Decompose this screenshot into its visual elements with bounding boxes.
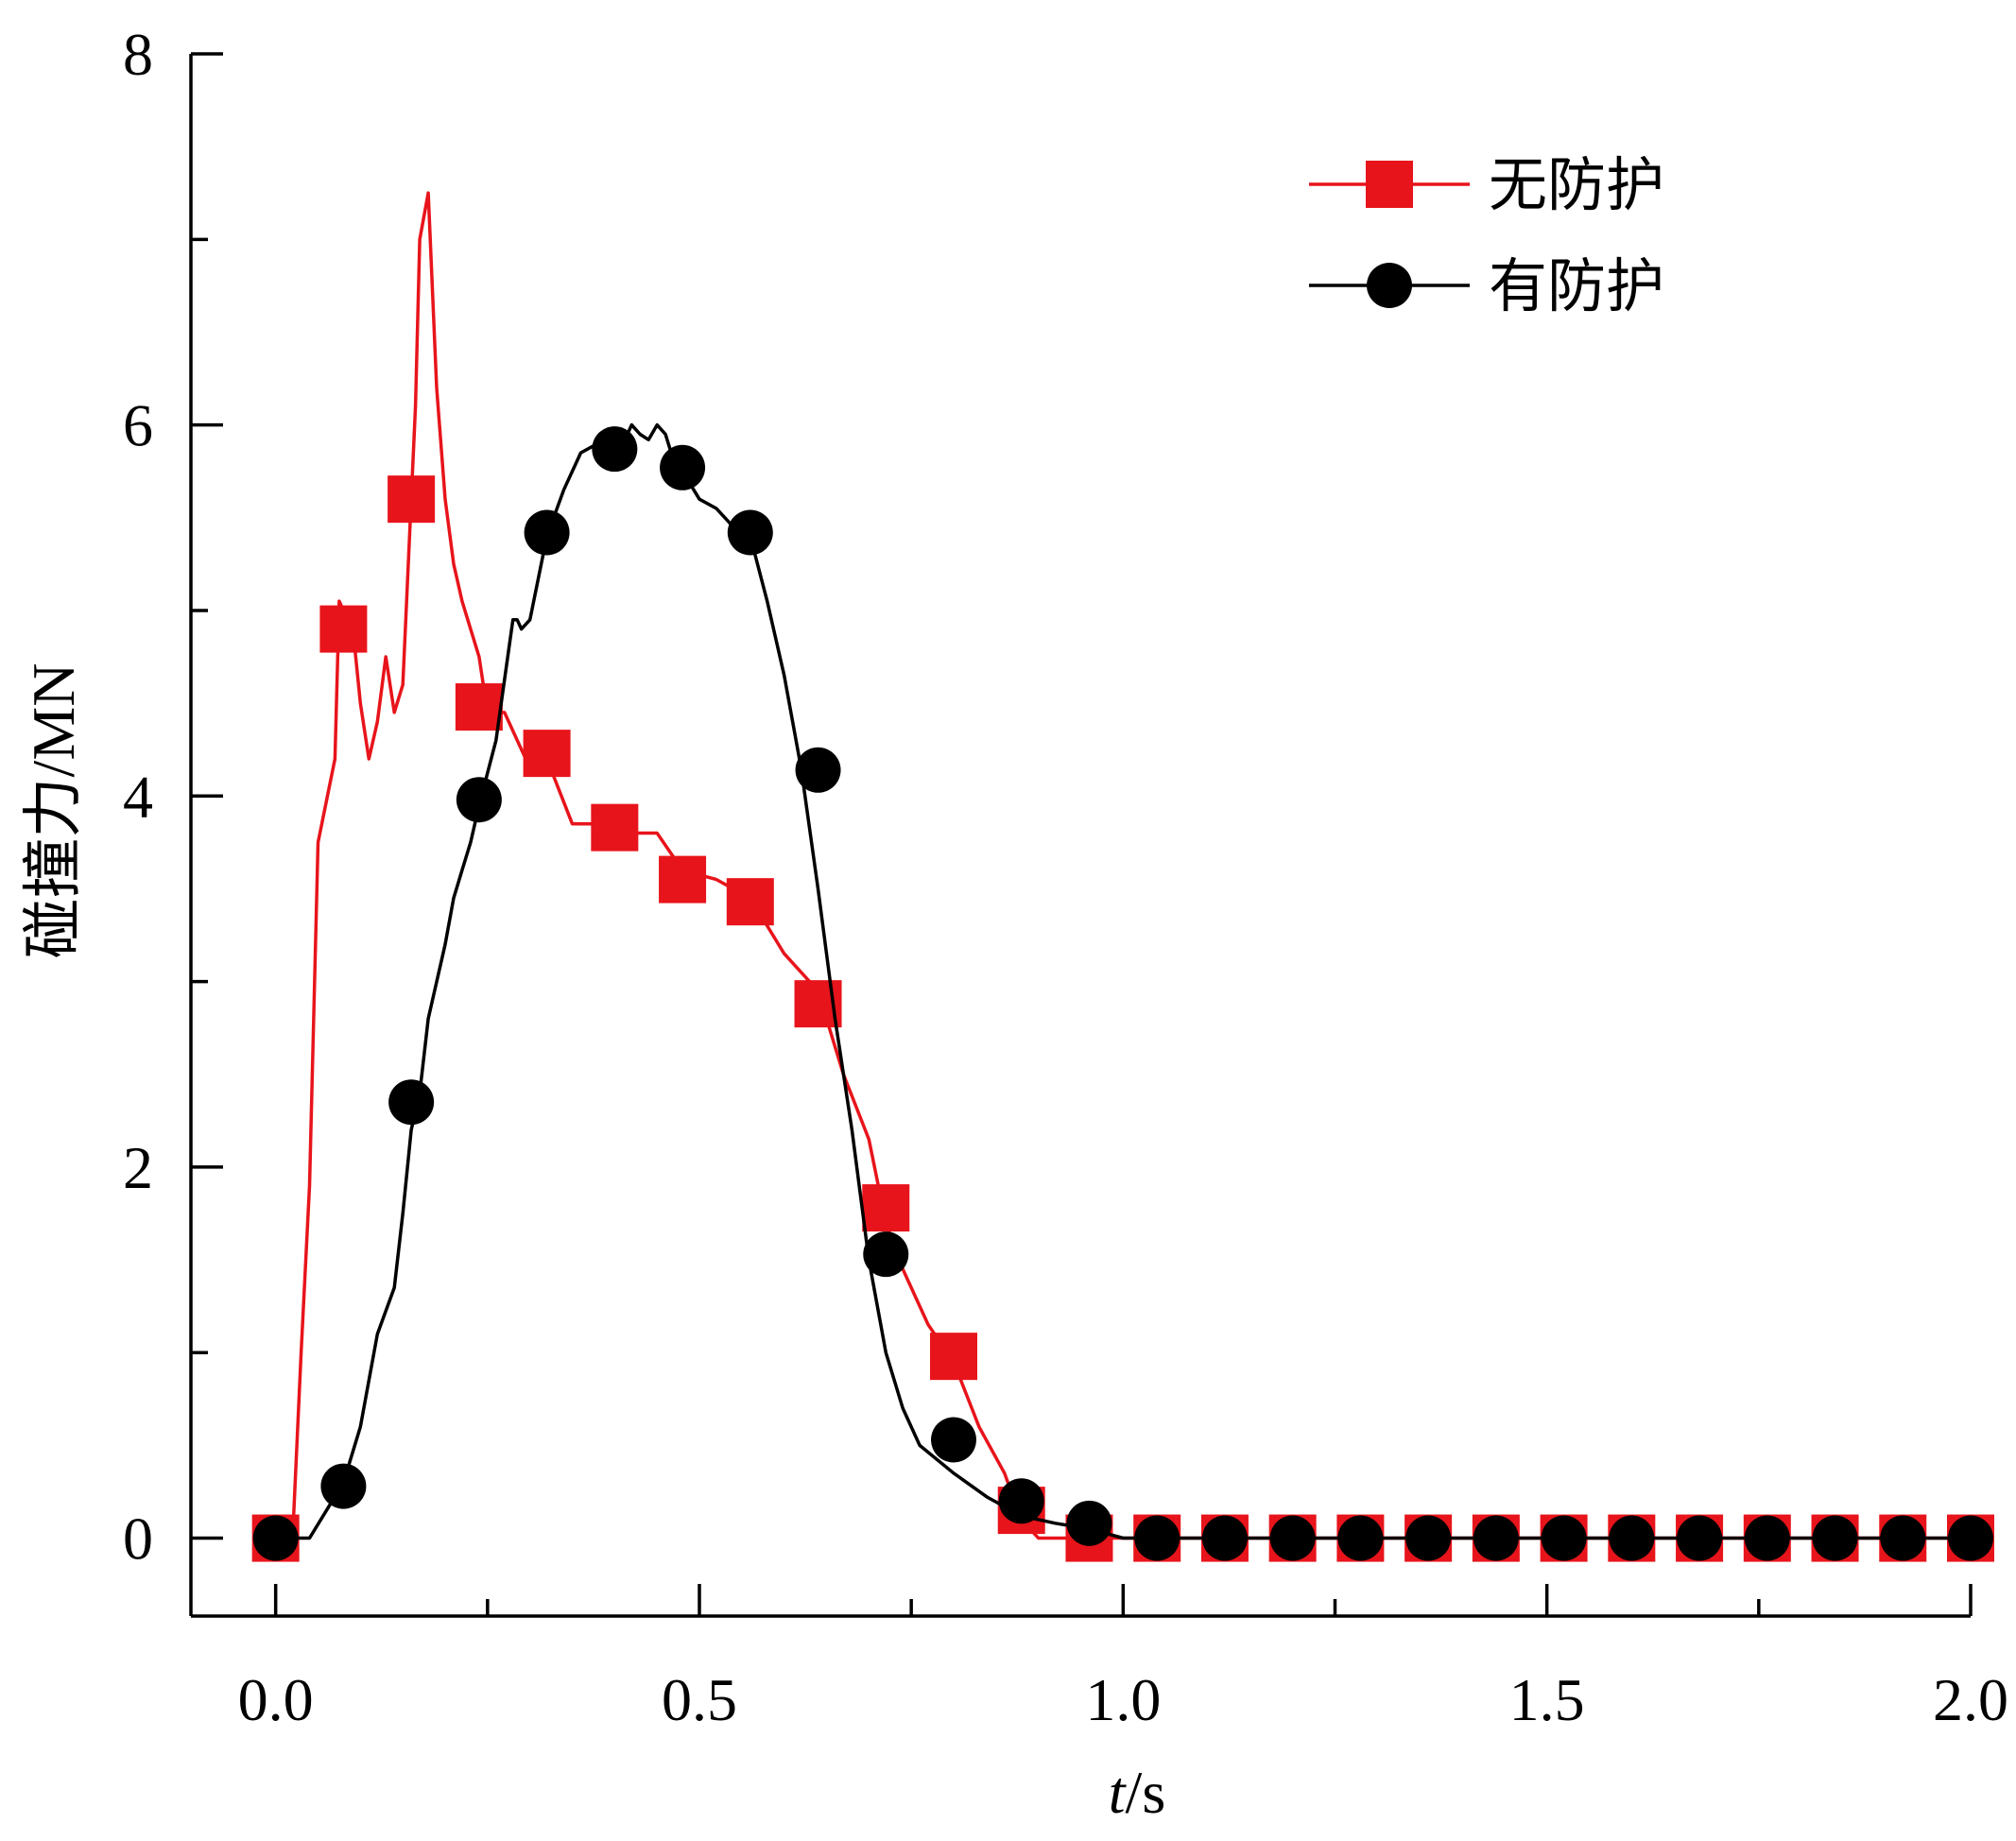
series-line bbox=[275, 191, 1971, 1540]
data-point-square bbox=[659, 855, 707, 903]
data-point-circle bbox=[252, 1515, 299, 1561]
y-tick-label: 0 bbox=[123, 1505, 153, 1573]
data-point-circle bbox=[1134, 1515, 1180, 1561]
x-axis-title-unit: /s bbox=[1126, 1759, 1166, 1826]
x-tick-label: 0.5 bbox=[662, 1666, 737, 1733]
data-point-circle bbox=[1677, 1515, 1723, 1561]
y-tick-label: 4 bbox=[123, 763, 153, 830]
data-point-square bbox=[388, 475, 436, 524]
x-tick-label: 1.5 bbox=[1509, 1666, 1585, 1733]
x-tick-label: 2.0 bbox=[1933, 1666, 2008, 1733]
data-point-square bbox=[523, 730, 571, 778]
legend-marker-circle bbox=[1367, 263, 1412, 308]
data-point-square bbox=[455, 683, 503, 731]
x-axis-title-variable: t bbox=[1109, 1759, 1128, 1826]
legend-label: 有防护 bbox=[1489, 251, 1664, 320]
legend-item-1: 无防护 bbox=[1309, 150, 1664, 219]
data-point-circle bbox=[998, 1478, 1044, 1524]
data-point-circle bbox=[863, 1231, 909, 1278]
data-point-square bbox=[930, 1333, 977, 1381]
data-point-circle bbox=[1201, 1515, 1248, 1561]
data-point-circle bbox=[1405, 1515, 1452, 1561]
data-point-circle bbox=[1744, 1515, 1790, 1561]
series-2 bbox=[252, 422, 1993, 1561]
data-point-circle bbox=[1948, 1515, 1993, 1561]
x-tick-label: 0.0 bbox=[238, 1666, 314, 1733]
data-point-circle bbox=[1269, 1515, 1316, 1561]
data-point-circle bbox=[727, 509, 773, 556]
y-tick-label: 2 bbox=[123, 1134, 153, 1201]
data-point-circle bbox=[1066, 1500, 1112, 1546]
data-point-circle bbox=[456, 777, 502, 823]
data-point-circle bbox=[1812, 1515, 1858, 1561]
series-1 bbox=[251, 191, 1994, 1562]
data-point-square bbox=[319, 605, 368, 653]
data-point-circle bbox=[1337, 1515, 1384, 1561]
data-point-circle bbox=[524, 509, 570, 556]
y-tick-label: 6 bbox=[123, 392, 153, 459]
legend-label: 无防护 bbox=[1489, 150, 1664, 219]
data-point-circle bbox=[1880, 1515, 1926, 1561]
data-point-square bbox=[862, 1184, 910, 1232]
axis-titles: t/s 碰撞力/MN bbox=[20, 663, 1165, 1826]
data-point-circle bbox=[388, 1079, 435, 1126]
x-tick-label: 1.0 bbox=[1085, 1666, 1161, 1733]
x-axis-title: t/s bbox=[1109, 1759, 1165, 1826]
y-tick-label: 8 bbox=[123, 21, 153, 88]
data-point-circle bbox=[660, 444, 706, 490]
legend-marker-square bbox=[1366, 161, 1413, 208]
data-point-circle bbox=[592, 426, 638, 473]
data-point-circle bbox=[320, 1463, 367, 1509]
data-point-circle bbox=[931, 1417, 976, 1463]
data-point-circle bbox=[1473, 1515, 1519, 1561]
axes: 0 2 4 6 8 0.0 0.5 1.0 1.5 2.0 bbox=[123, 21, 2008, 1733]
data-point-square bbox=[591, 803, 639, 852]
series-line bbox=[275, 422, 1971, 1540]
data-point-square bbox=[726, 878, 774, 926]
y-axis-title: 碰撞力/MN bbox=[20, 663, 87, 959]
data-point-circle bbox=[795, 747, 841, 793]
series-layer bbox=[251, 191, 1994, 1562]
legend-item-2: 有防护 bbox=[1309, 251, 1664, 320]
data-point-circle bbox=[1541, 1515, 1587, 1561]
data-point-circle bbox=[1609, 1515, 1655, 1561]
